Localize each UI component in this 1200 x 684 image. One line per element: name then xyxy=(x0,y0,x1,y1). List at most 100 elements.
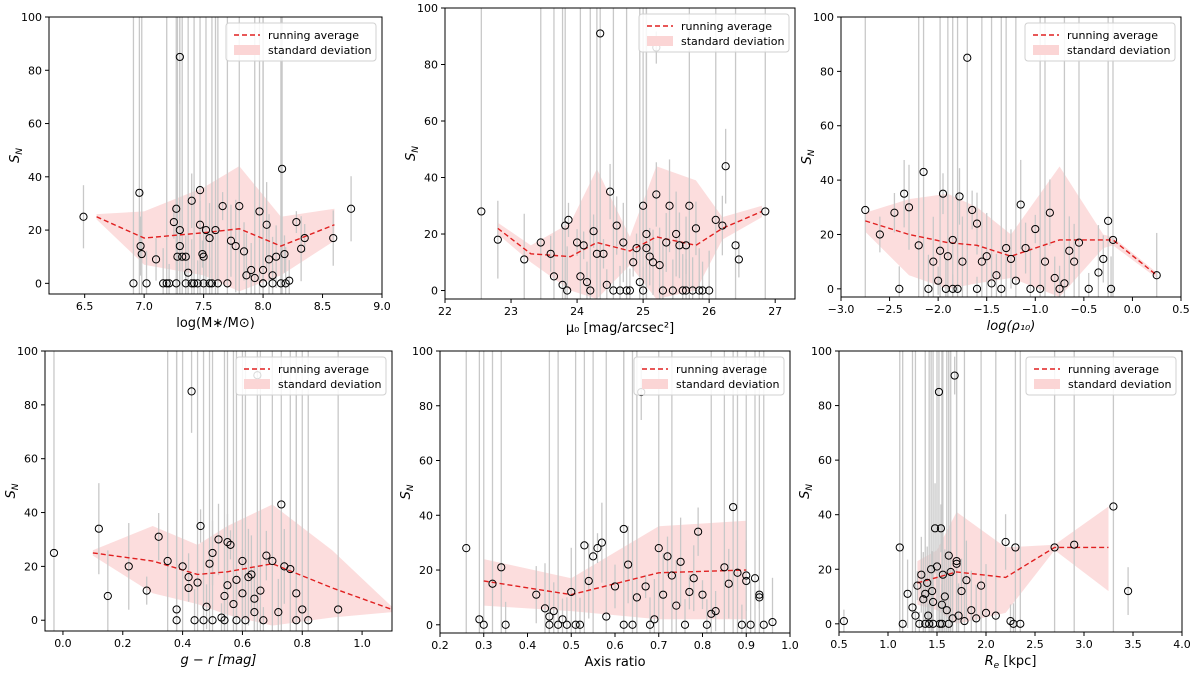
y-axis-label: SN xyxy=(798,484,815,499)
data-point xyxy=(259,616,268,625)
x-tick-label: 3.0 xyxy=(1075,638,1093,651)
data-point xyxy=(49,548,59,558)
data-point xyxy=(205,559,214,568)
legend: running average standard deviation xyxy=(235,356,387,396)
data-point xyxy=(610,582,620,591)
legend-band-swatch xyxy=(244,379,270,389)
data-point xyxy=(124,562,133,571)
data-point xyxy=(658,286,668,295)
data-point xyxy=(250,608,259,617)
x-tick-label: 7.5 xyxy=(195,300,213,313)
data-point xyxy=(665,201,674,210)
x-tick-label: 0.4 xyxy=(519,639,537,652)
x-tick-label: 2.5 xyxy=(1026,638,1044,651)
data-point xyxy=(639,286,648,295)
data-point xyxy=(917,570,926,579)
x-tick-label: 0.7 xyxy=(650,639,668,652)
data-point xyxy=(220,591,229,601)
data-point xyxy=(648,258,658,267)
data-point xyxy=(199,616,208,625)
data-point xyxy=(761,207,770,216)
data-point xyxy=(691,224,701,233)
data-point xyxy=(963,53,972,62)
data-point xyxy=(579,241,588,250)
y-tick-label: 0 xyxy=(827,283,834,296)
x-axis-label: g − r [mag] xyxy=(181,653,257,668)
data-point xyxy=(750,574,760,583)
data-point xyxy=(213,279,222,288)
data-point xyxy=(1084,284,1093,293)
x-tick-label: 2.0 xyxy=(977,638,995,651)
data-point xyxy=(247,265,256,275)
data-point xyxy=(562,620,571,629)
data-point xyxy=(1021,243,1030,253)
data-point xyxy=(718,221,727,230)
data-point xyxy=(546,249,555,258)
data-point xyxy=(189,279,199,288)
legend-band-swatch xyxy=(1034,379,1060,389)
legend-band-swatch xyxy=(642,379,668,389)
data-point xyxy=(622,286,631,295)
x-tick-label: −2.5 xyxy=(876,303,903,316)
data-point xyxy=(938,189,948,198)
data-point xyxy=(532,590,541,599)
legend-label-standard-deviation: standard deviation xyxy=(676,378,779,391)
data-point xyxy=(676,557,685,566)
data-point xyxy=(232,575,241,584)
data-point xyxy=(572,238,582,247)
data-point xyxy=(707,609,716,618)
data-point xyxy=(238,556,247,566)
data-point xyxy=(278,164,287,173)
x-tick-label: 0.0 xyxy=(54,637,72,650)
data-point xyxy=(142,586,151,595)
data-point xyxy=(571,620,580,629)
x-tick-label: 8.5 xyxy=(314,300,332,313)
data-point xyxy=(558,280,567,289)
data-point xyxy=(940,592,949,601)
data-point xyxy=(746,620,755,629)
data-point xyxy=(211,225,220,235)
data-point xyxy=(151,255,161,264)
running-average-line xyxy=(497,210,763,258)
data-point xyxy=(731,241,740,250)
running-average-line xyxy=(92,552,392,611)
data-point xyxy=(135,188,144,197)
y-tick-label: 60 xyxy=(24,453,38,466)
data-point xyxy=(742,576,751,586)
y-tick-label: 20 xyxy=(24,560,38,573)
data-point xyxy=(218,202,227,211)
legend-label-standard-deviation: standard deviation xyxy=(1067,44,1170,57)
data-point xyxy=(1002,243,1011,253)
y-axis-label: SN xyxy=(4,483,21,498)
x-tick-label: 24 xyxy=(570,305,584,318)
data-point xyxy=(619,524,628,534)
legend: running average standard deviation xyxy=(1025,356,1177,396)
data-point xyxy=(563,286,572,295)
data-point xyxy=(755,590,764,599)
data-point xyxy=(586,286,595,295)
y-tick-label: 60 xyxy=(28,118,42,131)
data-point xyxy=(268,279,277,288)
data-point xyxy=(1074,238,1084,247)
data-point xyxy=(277,500,286,509)
y-tick-label: 40 xyxy=(28,171,42,184)
x-axis-label: Axis ratio xyxy=(584,655,645,670)
data-point xyxy=(602,612,611,621)
data-point xyxy=(235,202,244,211)
legend-band-swatch xyxy=(234,45,260,55)
x-tick-label: 9.0 xyxy=(373,300,391,313)
y-tick-label: 40 xyxy=(419,509,433,522)
data-point xyxy=(615,286,625,295)
data-point xyxy=(231,241,240,251)
data-point xyxy=(1016,619,1025,628)
data-point xyxy=(596,29,605,38)
data-point xyxy=(223,279,232,288)
legend: running average standard deviation xyxy=(638,13,790,53)
data-point xyxy=(549,272,559,281)
x-tick-label: 0.8 xyxy=(294,637,312,650)
x-tick-label: 1.0 xyxy=(353,637,371,650)
data-point xyxy=(136,241,145,251)
y-tick-label: 20 xyxy=(820,228,834,241)
y-tick-label: 60 xyxy=(424,115,438,128)
data-point xyxy=(199,252,208,261)
